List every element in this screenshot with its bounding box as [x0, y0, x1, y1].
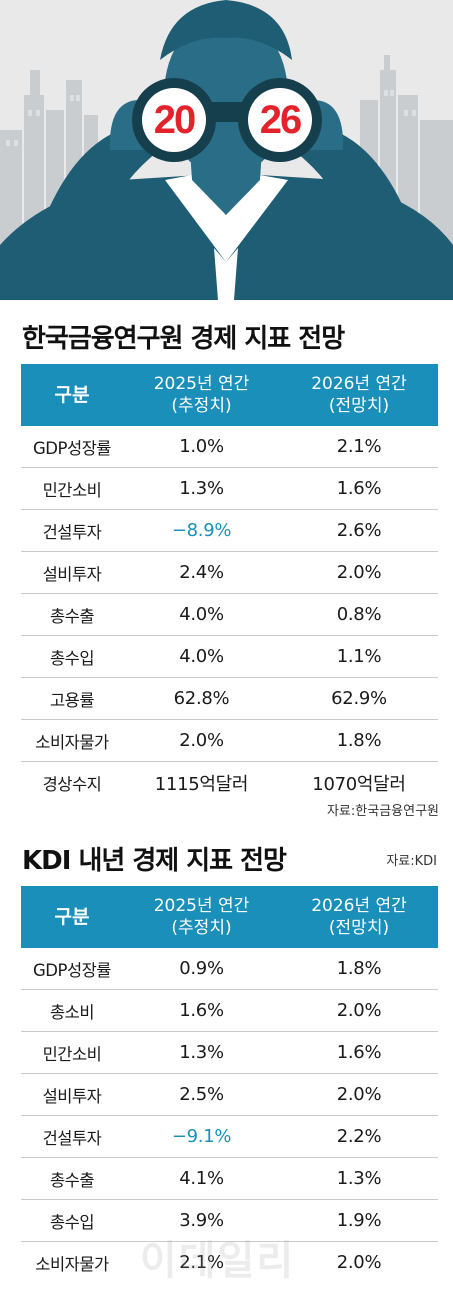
row-label: 건설투자: [42, 522, 102, 542]
row-label: 설비투자: [42, 1086, 102, 1106]
row-label: 고용률: [49, 690, 95, 710]
value-2026: 1.8%: [336, 730, 382, 751]
row-label: 경상수지: [42, 774, 102, 794]
value-2026: 2.6%: [336, 520, 382, 541]
header-2025-note: (추정치): [171, 396, 232, 416]
table-row: 소비자물가 2.1% 2.0%: [21, 1242, 438, 1283]
value-2026: 1070억달러: [312, 773, 406, 795]
value-2025: 4.0%: [179, 604, 224, 625]
value-2025: 1.6%: [179, 1000, 224, 1021]
table-row: 고용률 62.8% 62.9%: [21, 678, 438, 720]
table-row: 경상수지 1115억달러 1070억달러: [21, 762, 438, 803]
table-row: 소비자물가 2.0% 1.8%: [21, 720, 438, 762]
value-2025: 0.9%: [179, 958, 224, 979]
header-2026-note: (전망치): [328, 396, 390, 416]
row-label: 설비투자: [42, 564, 102, 584]
value-2025: 4.0%: [179, 646, 224, 667]
header-category: 구분: [54, 906, 90, 928]
header-2025: 2025년 연간 (추정치): [123, 373, 280, 417]
header-2026-year: 2026년 연간: [311, 896, 407, 916]
header-category: 구분: [54, 384, 90, 406]
row-label: 총수입: [49, 1212, 95, 1232]
table-row: 건설투자 −9.1% 2.2%: [21, 1116, 438, 1158]
binocular-lens-right-number: 26: [259, 98, 303, 142]
row-label: GDP성장률: [33, 438, 111, 458]
table-row: 민간소비 1.3% 1.6%: [21, 468, 438, 510]
hero-illustration: 20 26: [0, 0, 453, 300]
value-2025: 2.4%: [179, 562, 224, 583]
value-2026: 1.6%: [336, 478, 382, 499]
value-2026: 1.1%: [336, 646, 382, 667]
kdi-table-title: KDI 내년 경제 지표 전망: [22, 846, 287, 876]
table-row: 건설투자 −8.9% 2.6%: [21, 510, 438, 552]
table-row: GDP성장률 0.9% 1.8%: [21, 948, 438, 990]
table-row: 민간소비 1.3% 1.6%: [21, 1032, 438, 1074]
value-2026: 1.9%: [336, 1210, 382, 1231]
value-2025: 2.1%: [179, 1252, 224, 1273]
kdi-forecast-table: 구분 2025년 연간 (추정치) 2026년 연간 (전망치) GDP성장률 0…: [21, 886, 438, 1283]
header-2025-year: 2025년 연간: [153, 374, 250, 394]
value-2025: 1.3%: [179, 1042, 224, 1063]
value-2026: 2.0%: [336, 562, 382, 583]
value-2026: 2.0%: [336, 1000, 382, 1021]
value-2025: 1115억달러: [154, 773, 249, 795]
value-2026: 0.8%: [336, 604, 382, 625]
table-row: 총수입 3.9% 1.9%: [21, 1200, 438, 1242]
value-2025: 62.8%: [173, 688, 230, 709]
row-label: 소비자물가: [35, 1254, 109, 1274]
header-2026-note: (전망치): [328, 918, 390, 938]
kif-forecast-table: 구분 2025년 연간 (추정치) 2026년 연간 (전망치) GDP성장률 1…: [21, 364, 438, 803]
row-label: 건설투자: [42, 1128, 102, 1148]
publisher-watermark: 이데일리: [140, 1238, 296, 1284]
table-row: 총수출 4.1% 1.3%: [21, 1158, 438, 1200]
value-2025: 3.9%: [179, 1210, 224, 1231]
row-label: 총수출: [49, 1170, 95, 1190]
value-2026: 62.9%: [331, 688, 387, 709]
table-row: 설비투자 2.5% 2.0%: [21, 1074, 438, 1116]
table-row: 총수입 4.0% 1.1%: [21, 636, 438, 678]
value-2025: 1.0%: [179, 436, 224, 457]
row-label: 총수입: [49, 648, 95, 668]
table-row: GDP성장률 1.0% 2.1%: [21, 426, 438, 468]
person-with-binoculars-illustration: [0, 0, 453, 300]
kif-table-header: 구분 2025년 연간 (추정치) 2026년 연간 (전망치): [21, 364, 438, 426]
table-row: 총수출 4.0% 0.8%: [21, 594, 438, 636]
header-2025-year: 2025년 연간: [153, 896, 250, 916]
header-2026-year: 2026년 연간: [311, 374, 407, 394]
value-2025: 4.1%: [179, 1168, 224, 1189]
row-label: 민간소비: [42, 1044, 102, 1064]
value-2026: 2.1%: [336, 436, 382, 457]
value-2026: 1.3%: [336, 1168, 382, 1189]
row-label: 총수출: [49, 606, 95, 626]
kif-source-note: 자료:한국금융연구원: [326, 804, 439, 819]
value-2026: 2.0%: [336, 1252, 382, 1273]
row-label: 민간소비: [42, 480, 102, 500]
table-row: 설비투자 2.4% 2.0%: [21, 552, 438, 594]
value-2025: 2.5%: [179, 1084, 224, 1105]
kdi-table-header: 구분 2025년 연간 (추정치) 2026년 연간 (전망치): [21, 886, 438, 948]
kif-table-title: 한국금융연구원 경제 지표 전망: [22, 324, 345, 354]
table-row: 총소비 1.6% 2.0%: [21, 990, 438, 1032]
header-2025-note: (추정치): [171, 918, 232, 938]
binocular-lens-left-number: 20: [153, 98, 197, 142]
value-2025: 2.0%: [179, 730, 224, 751]
value-2026: 1.6%: [336, 1042, 382, 1063]
value-2025-negative: −9.1%: [171, 1126, 232, 1147]
value-2026: 1.8%: [336, 958, 382, 979]
value-2025-negative: −8.9%: [171, 520, 232, 541]
header-2026: 2026년 연간 (전망치): [280, 373, 438, 417]
header-2025: 2025년 연간 (추정치): [123, 895, 280, 939]
value-2026: 2.2%: [336, 1126, 382, 1147]
kdi-source-note: 자료:KDI: [386, 854, 437, 869]
value-2026: 2.0%: [336, 1084, 382, 1105]
row-label: 총소비: [49, 1002, 95, 1022]
row-label: GDP성장률: [33, 960, 111, 980]
row-label: 소비자물가: [35, 732, 109, 752]
header-2026: 2026년 연간 (전망치): [280, 895, 438, 939]
value-2025: 1.3%: [179, 478, 224, 499]
